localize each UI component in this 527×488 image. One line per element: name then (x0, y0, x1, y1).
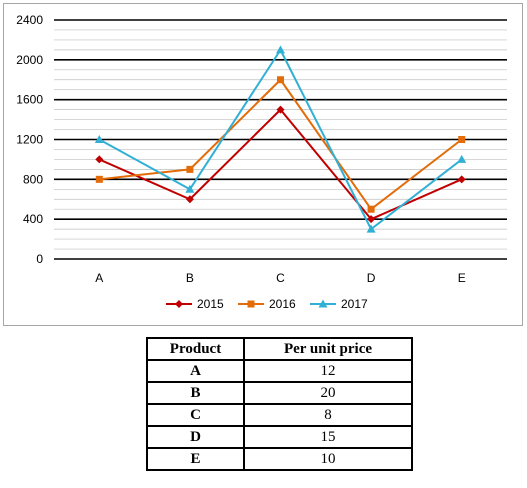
table-row: A 12 (146, 359, 413, 383)
legend-label: 2016 (269, 297, 296, 311)
x-tick-label: D (367, 271, 376, 285)
series-2015 (95, 105, 466, 224)
data-point-2017 (276, 45, 285, 54)
legend-item-2017: 2017 (310, 297, 368, 311)
product-cell: D (146, 425, 245, 449)
x-tick-label: C (276, 271, 285, 285)
series-2016 (95, 76, 466, 213)
data-point-2017 (94, 135, 104, 143)
x-axis-tick-labels: A B C D E (95, 271, 465, 285)
data-point-2017 (185, 184, 195, 193)
y-tick-label: 2400 (16, 13, 43, 27)
data-point-2016 (95, 175, 103, 183)
legend-item-2016: 2016 (238, 297, 296, 311)
legend-marker (247, 300, 255, 308)
data-point-2015 (95, 155, 104, 164)
data-point-2016 (367, 205, 375, 213)
header-price: Per unit price (243, 337, 413, 361)
legend-label: 2017 (341, 297, 368, 311)
legend-item-2015: 2015 (166, 297, 224, 311)
table-header-row: Product Per unit price (146, 337, 413, 361)
price-cell: 12 (243, 359, 413, 383)
table-row: B 20 (146, 381, 413, 405)
data-point-2015 (276, 105, 285, 114)
y-axis-tick-labels: 0 400 800 1200 1600 2000 2400 (16, 13, 43, 266)
table-row: D 15 (146, 425, 413, 449)
data-point-2016 (458, 136, 466, 143)
table-row: E 10 (146, 447, 413, 471)
series-2017 (94, 45, 467, 233)
legend-label: 2015 (197, 297, 224, 311)
price-cell: 20 (243, 381, 413, 405)
data-point-2015 (185, 195, 194, 204)
product-cell: B (146, 381, 245, 405)
price-table: Product Per unit price A 12 B 20 C 8 D 1… (146, 337, 413, 471)
price-cell: 8 (243, 403, 413, 427)
price-cell: 15 (243, 425, 413, 449)
data-point-2017 (366, 224, 376, 233)
y-tick-label: 1200 (16, 133, 43, 147)
y-tick-label: 400 (23, 212, 43, 226)
price-cell: 10 (243, 447, 413, 471)
series-lines (94, 45, 467, 233)
product-cell: C (146, 403, 245, 427)
y-tick-label: 1600 (16, 93, 43, 107)
product-cell: E (146, 447, 245, 471)
table-row: C 8 (146, 403, 413, 427)
gridlines (54, 19, 507, 260)
data-point-2016 (277, 76, 284, 84)
x-tick-label: B (186, 271, 194, 285)
product-cell: A (146, 359, 245, 383)
data-point-2017 (457, 154, 467, 163)
x-tick-label: A (95, 271, 103, 285)
data-point-2015 (367, 215, 376, 224)
legend-marker (318, 299, 328, 308)
x-tick-label: E (458, 271, 466, 285)
data-point-2015 (457, 175, 466, 184)
y-tick-label: 0 (36, 252, 43, 266)
legend-marker (175, 300, 183, 308)
y-tick-label: 2000 (16, 53, 43, 67)
header-product: Product (146, 337, 245, 361)
data-point-2016 (186, 165, 194, 173)
series-line-2015 (98, 108, 463, 221)
y-tick-label: 800 (23, 172, 43, 186)
legend: 2015 2016 2017 (166, 297, 368, 311)
